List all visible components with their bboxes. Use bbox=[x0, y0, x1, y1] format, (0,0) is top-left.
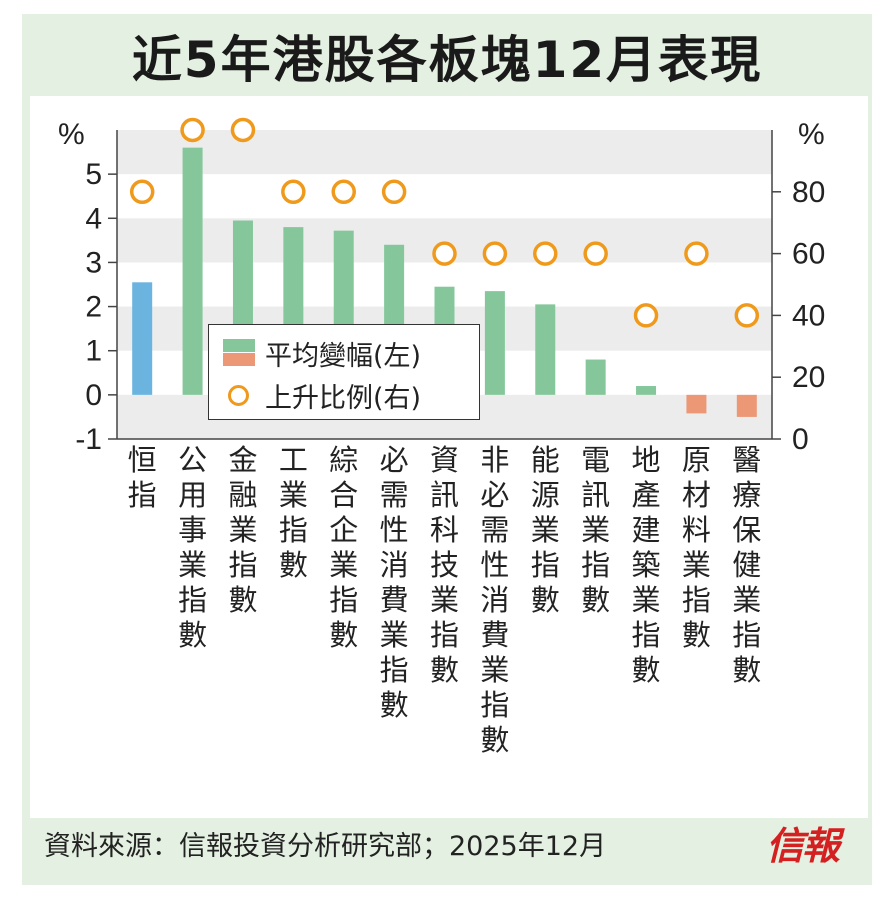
right-tick-label: 60 bbox=[792, 238, 825, 271]
left-axis-unit: % bbox=[58, 118, 85, 151]
category-label: 能源業指數 bbox=[531, 443, 560, 617]
legend-bar-label: 平均變幅(左) bbox=[265, 340, 422, 372]
ring-2 bbox=[180, 117, 205, 143]
right-tick-label: 80 bbox=[792, 176, 825, 209]
ring-12 bbox=[684, 241, 709, 266]
bar-1 bbox=[132, 282, 153, 395]
right-tick-label: 0 bbox=[792, 423, 809, 456]
left-tick-label: 0 bbox=[85, 379, 102, 412]
ring-1 bbox=[129, 179, 155, 205]
category-label: 公用事業指數 bbox=[178, 443, 207, 652]
left-tick-label: 2 bbox=[85, 291, 102, 324]
legend-swatch-negative bbox=[223, 353, 255, 366]
ring-5 bbox=[331, 179, 356, 205]
bar-12 bbox=[686, 394, 707, 414]
left-tick-label: 1 bbox=[85, 335, 102, 368]
category-label: 資訊科技業指數 bbox=[430, 443, 459, 687]
legend: 平均變幅(左) 上升比例(右) bbox=[208, 324, 480, 420]
ring-4 bbox=[281, 179, 306, 205]
ring-8 bbox=[482, 241, 508, 266]
legend-ring-swatch bbox=[228, 384, 249, 406]
ring-13 bbox=[734, 303, 760, 328]
category-label: 工業指數 bbox=[279, 443, 308, 582]
bar-8 bbox=[484, 291, 505, 395]
right-tick-label: 40 bbox=[792, 299, 825, 332]
right-axis-unit: % bbox=[798, 118, 825, 151]
left-tick-label: -1 bbox=[75, 423, 102, 456]
grid-band bbox=[117, 130, 772, 175]
category-label: 必需性消費業指數 bbox=[380, 443, 409, 722]
left-tick-label: 3 bbox=[85, 246, 102, 279]
bar-11 bbox=[636, 386, 657, 395]
ring-11 bbox=[633, 303, 659, 328]
ring-7 bbox=[432, 241, 457, 266]
chart-title: 近5年港股各板塊12月表現 bbox=[131, 31, 763, 89]
bar-9 bbox=[535, 304, 556, 395]
ring-10 bbox=[583, 241, 608, 266]
category-label: 原材料業指數 bbox=[682, 443, 711, 652]
legend-item-ring: 上升比例(右) bbox=[223, 375, 421, 415]
legend-ring-label: 上升比例(右) bbox=[265, 382, 422, 414]
category-label: 綜合企業指數 bbox=[329, 443, 358, 652]
legend-swatch-positive bbox=[223, 339, 255, 352]
legend-item-bar: 平均變幅(左) bbox=[223, 333, 421, 373]
publisher-logo: 信報 bbox=[766, 823, 840, 868]
ring-9 bbox=[533, 241, 558, 266]
legend-bar-swatch bbox=[223, 339, 255, 367]
source-note: 資料來源：信報投資分析研究部；2025年12月 bbox=[44, 831, 607, 862]
category-label: 地產建築業指數 bbox=[632, 443, 661, 687]
ring-6 bbox=[381, 179, 407, 205]
bar-13 bbox=[736, 394, 757, 417]
right-tick-label: 20 bbox=[792, 361, 825, 394]
bar-10 bbox=[585, 359, 606, 395]
category-label: 非必需性消費業指數 bbox=[480, 443, 509, 757]
ring-3 bbox=[230, 117, 256, 143]
category-label: 電訊業指數 bbox=[581, 443, 610, 617]
left-tick-label: 4 bbox=[85, 202, 102, 235]
left-tick-label: 5 bbox=[85, 158, 102, 191]
category-label: 恒指 bbox=[128, 443, 157, 512]
bar-2 bbox=[182, 147, 203, 395]
category-label: 金融業指數 bbox=[228, 443, 257, 617]
category-label: 醫療保健業指數 bbox=[732, 443, 761, 687]
chart-panel bbox=[30, 96, 868, 818]
